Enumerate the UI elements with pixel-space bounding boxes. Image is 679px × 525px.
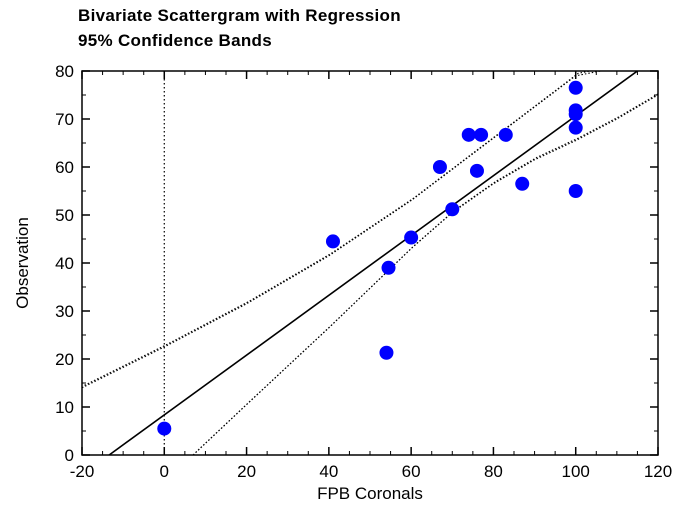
data-point [404, 230, 419, 245]
data-point [379, 345, 394, 360]
chart-title: Bivariate Scattergram with Regression [78, 6, 401, 25]
confidence-band-lower [192, 94, 658, 455]
x-tick-label: 20 [237, 462, 256, 481]
x-tick-label: 40 [319, 462, 338, 481]
x-tick-label: 60 [402, 462, 421, 481]
data-point [474, 127, 489, 142]
lines-layer [82, 71, 658, 455]
regression-line [108, 71, 638, 455]
x-tick-label: 100 [562, 462, 590, 481]
data-point [568, 120, 583, 135]
y-tick-label: 40 [55, 254, 74, 273]
x-tick-label: -20 [70, 462, 95, 481]
y-tick-label: 50 [55, 206, 74, 225]
y-tick-label: 70 [55, 110, 74, 129]
data-point [445, 202, 460, 217]
y-tick-label: 60 [55, 158, 74, 177]
data-point [157, 421, 172, 436]
points-layer [157, 80, 583, 436]
confidence-band-upper-inner [84, 71, 593, 386]
y-axis-label: Observation [13, 217, 32, 309]
y-tick-label: 80 [55, 62, 74, 81]
x-tick-label: 0 [160, 462, 169, 481]
y-tick-label: 30 [55, 302, 74, 321]
chart-subtitle: 95% Confidence Bands [78, 31, 272, 50]
data-point [381, 260, 396, 275]
data-point [432, 160, 447, 174]
confidence-band-upper [82, 71, 601, 389]
data-point [568, 80, 583, 95]
x-tick-label: 80 [484, 462, 503, 481]
y-tick-label: 10 [55, 398, 74, 417]
x-axis-label: FPB Coronals [317, 484, 423, 503]
y-tick-label: 0 [65, 446, 74, 465]
data-point [461, 127, 476, 142]
confidence-band-lower-inner [195, 93, 658, 453]
y-tick-label: 20 [55, 350, 74, 369]
data-point [515, 176, 530, 191]
data-point [469, 163, 484, 178]
data-point [568, 184, 583, 198]
data-point [498, 127, 513, 142]
data-point [325, 234, 340, 249]
data-point [568, 107, 583, 122]
x-tick-label: 120 [644, 462, 672, 481]
